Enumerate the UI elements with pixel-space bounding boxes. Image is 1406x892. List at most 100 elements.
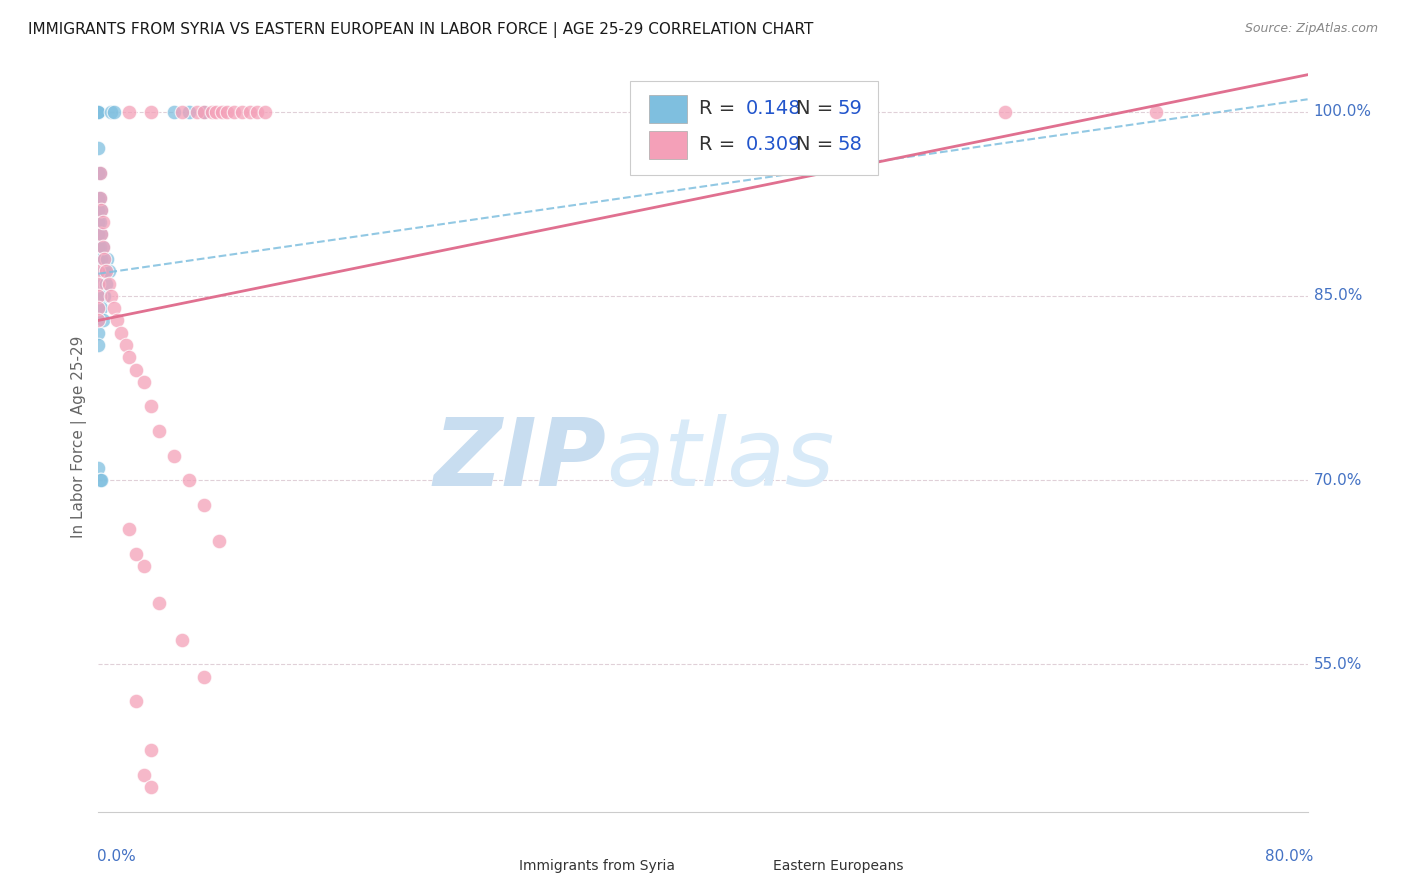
Point	[89, 473, 111, 487]
Point	[231, 104, 253, 119]
Point	[89, 166, 111, 180]
Point	[87, 104, 110, 119]
Point	[90, 202, 112, 217]
Point	[87, 104, 110, 119]
Point	[141, 400, 163, 414]
Point	[132, 375, 155, 389]
Text: 55.0%: 55.0%	[1313, 657, 1362, 672]
Point	[163, 449, 186, 463]
Point	[87, 326, 110, 340]
Point	[87, 104, 110, 119]
Point	[96, 252, 118, 266]
Point	[201, 104, 224, 119]
Point	[87, 202, 110, 217]
Text: Immigrants from Syria: Immigrants from Syria	[519, 859, 675, 873]
Point	[179, 473, 201, 487]
Point	[118, 350, 141, 364]
Point	[87, 338, 110, 352]
Point	[239, 104, 262, 119]
Point	[87, 264, 110, 278]
Point	[141, 743, 163, 757]
Point	[87, 301, 110, 315]
Point	[94, 277, 117, 291]
Text: N =: N =	[796, 99, 839, 119]
Point	[994, 104, 1017, 119]
Point	[91, 240, 114, 254]
Point	[94, 264, 117, 278]
Point	[246, 104, 269, 119]
Point	[208, 534, 231, 549]
Point	[87, 277, 110, 291]
FancyBboxPatch shape	[648, 130, 688, 159]
Text: IMMIGRANTS FROM SYRIA VS EASTERN EUROPEAN IN LABOR FORCE | AGE 25-29 CORRELATION: IMMIGRANTS FROM SYRIA VS EASTERN EUROPEA…	[28, 22, 814, 38]
Text: Source: ZipAtlas.com: Source: ZipAtlas.com	[1244, 22, 1378, 36]
Text: R =: R =	[699, 99, 742, 119]
Point	[87, 166, 110, 180]
Point	[193, 104, 215, 119]
Point	[103, 301, 125, 315]
Point	[89, 166, 111, 180]
Point	[148, 596, 170, 610]
Point	[105, 313, 128, 327]
Point	[93, 289, 115, 303]
Point	[90, 202, 112, 217]
Point	[132, 559, 155, 574]
Point	[87, 277, 110, 291]
Point	[89, 190, 111, 204]
Point	[125, 362, 148, 376]
Point	[87, 215, 110, 229]
FancyBboxPatch shape	[485, 855, 512, 878]
Point	[87, 104, 110, 119]
Text: 80.0%: 80.0%	[1265, 849, 1313, 864]
Point	[93, 252, 115, 266]
Point	[110, 326, 132, 340]
Point	[87, 313, 110, 327]
Point	[205, 104, 228, 119]
Point	[90, 301, 112, 315]
Text: 0.309: 0.309	[745, 136, 801, 154]
Point	[93, 264, 115, 278]
Point	[114, 338, 136, 352]
Text: 100.0%: 100.0%	[1313, 104, 1372, 119]
Point	[148, 424, 170, 438]
Point	[193, 498, 215, 512]
Text: 58: 58	[837, 136, 862, 154]
Point	[87, 313, 110, 327]
Point	[215, 104, 238, 119]
Point	[100, 289, 122, 303]
Point	[91, 240, 114, 254]
Point	[100, 104, 122, 119]
Point	[186, 104, 208, 119]
Point	[224, 104, 246, 119]
Text: atlas: atlas	[606, 414, 835, 505]
Y-axis label: In Labor Force | Age 25-29: In Labor Force | Age 25-29	[72, 336, 87, 538]
Point	[98, 264, 121, 278]
Point	[87, 460, 110, 475]
Point	[89, 190, 111, 204]
Text: ZIP: ZIP	[433, 414, 606, 506]
Text: 70.0%: 70.0%	[1313, 473, 1362, 488]
Point	[87, 104, 110, 119]
Text: Eastern Europeans: Eastern Europeans	[773, 859, 904, 873]
Text: 85.0%: 85.0%	[1313, 288, 1362, 303]
Point	[103, 104, 125, 119]
Point	[87, 190, 110, 204]
Point	[125, 547, 148, 561]
Point	[87, 240, 110, 254]
FancyBboxPatch shape	[630, 81, 879, 175]
Point	[132, 768, 155, 782]
Point	[211, 104, 233, 119]
FancyBboxPatch shape	[740, 855, 766, 878]
Point	[170, 104, 193, 119]
Point	[193, 670, 215, 684]
Text: R =: R =	[699, 136, 742, 154]
Point	[90, 227, 112, 242]
Point	[90, 473, 112, 487]
Point	[141, 780, 163, 794]
Point	[87, 264, 110, 278]
Point	[170, 632, 193, 647]
Point	[98, 277, 121, 291]
Text: 0.0%: 0.0%	[97, 849, 136, 864]
Point	[87, 289, 110, 303]
Text: 59: 59	[837, 99, 862, 119]
